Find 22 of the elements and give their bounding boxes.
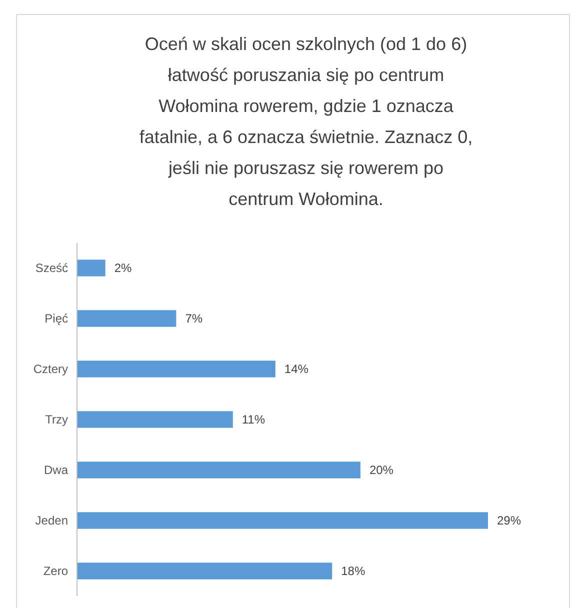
bar bbox=[77, 462, 360, 478]
y-tick-label: Cztery bbox=[33, 362, 68, 376]
y-tick-label: Sześć bbox=[35, 261, 68, 276]
bar bbox=[77, 562, 332, 580]
data-label: 2% bbox=[114, 261, 132, 276]
chart-title: Oceń w skali ocen szkolnych (od 1 do 6) łatwość poruszania się po centrum Wołomina rowerem, gdzie 1 oznacza fatalnie, a 6 oznacza świetnie. Zaznacz 0, jeśli nie poruszasz się rowerem po centrum Wołomina. bbox=[139, 34, 473, 209]
data-label: 29% bbox=[497, 514, 522, 528]
data-label: 7% bbox=[185, 312, 203, 326]
y-tick-label: Pięć bbox=[44, 312, 68, 326]
y-tick-label: Trzy bbox=[45, 412, 68, 427]
bar bbox=[77, 310, 176, 327]
data-label: 18% bbox=[341, 564, 366, 578]
bar bbox=[77, 260, 106, 276]
data-label: 14% bbox=[284, 362, 309, 376]
bar bbox=[77, 411, 233, 428]
data-label: 20% bbox=[369, 463, 394, 478]
y-tick-label: Dwa bbox=[44, 463, 68, 478]
y-tick-label: Jeden bbox=[35, 514, 68, 528]
y-tick-label: Zero bbox=[43, 564, 68, 578]
bar bbox=[77, 360, 276, 378]
bar bbox=[77, 512, 488, 529]
data-label: 11% bbox=[242, 412, 266, 427]
